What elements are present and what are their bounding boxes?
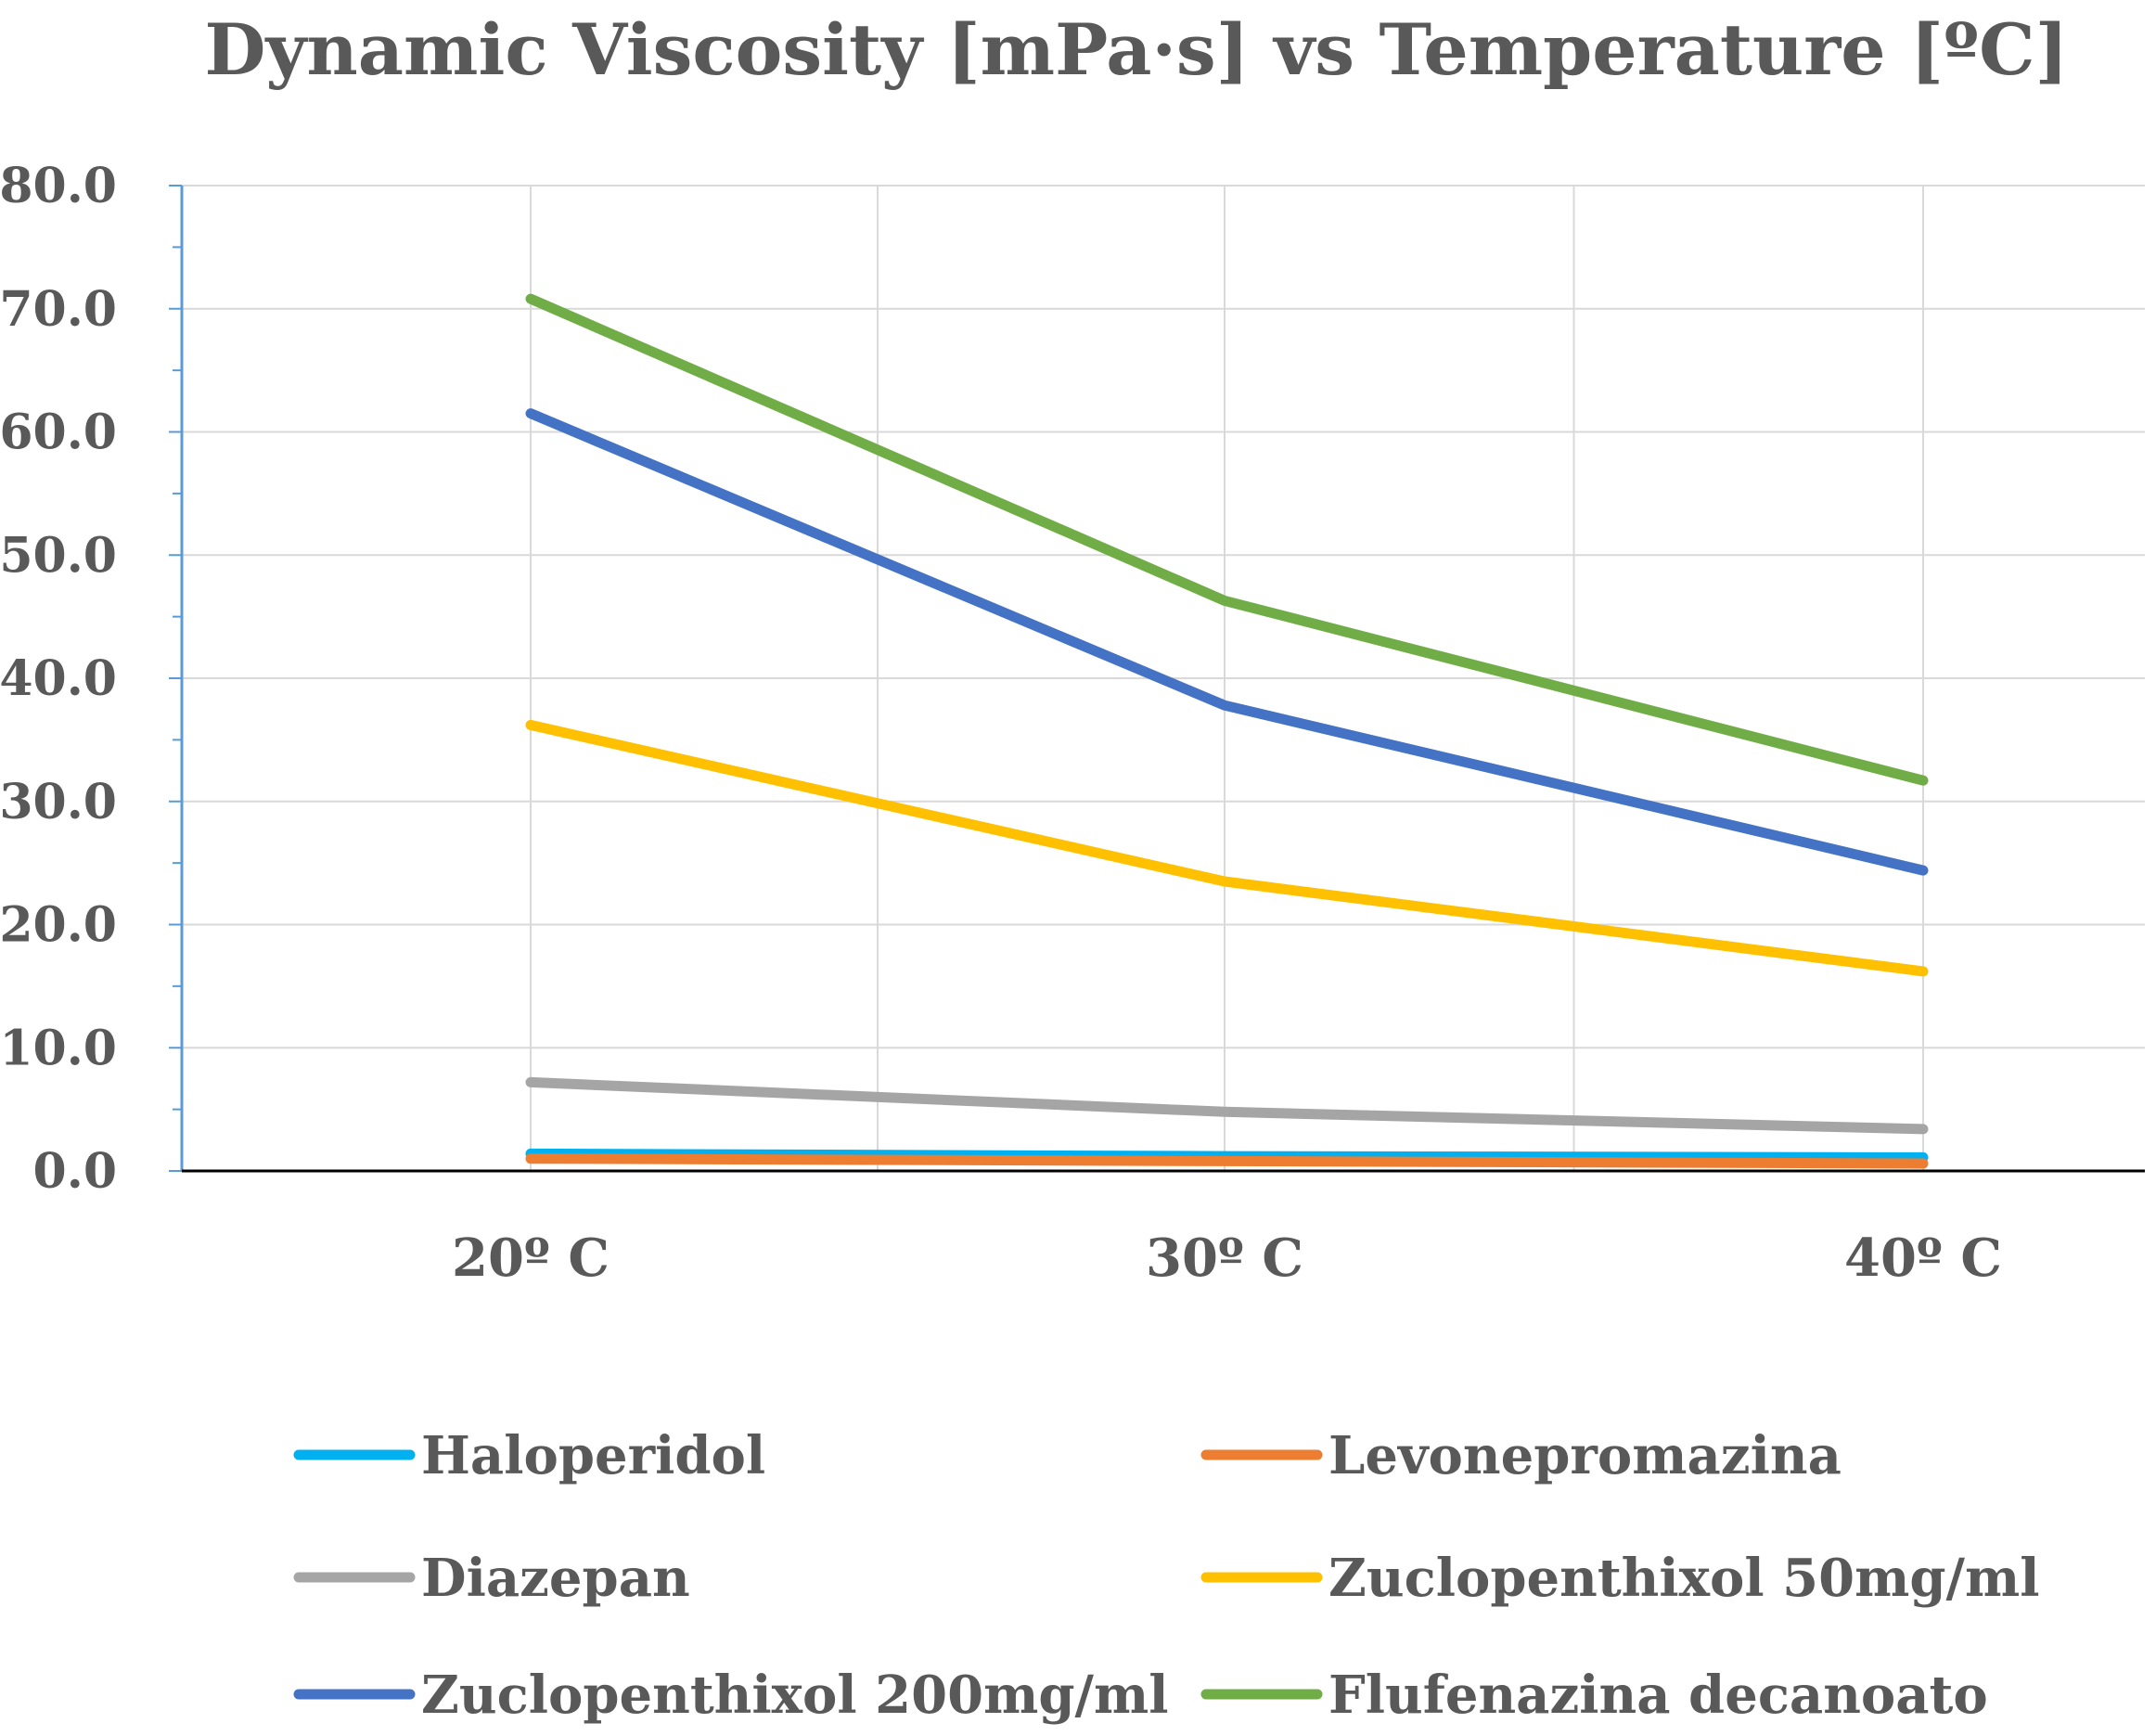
y-tick-label: 10.0 [0, 1020, 117, 1076]
y-tick-label: 30.0 [0, 774, 117, 830]
legend-label: Flufenazina decanoato [1328, 1665, 1988, 1726]
data-point [1224, 599, 1226, 601]
y-tick-label: 60.0 [0, 405, 117, 461]
chart-title: Dynamic Viscosity [mPa·s] vs Temperature… [204, 8, 2068, 91]
legend-label: Zuclopenthixol 50mg/ml [1328, 1548, 2040, 1609]
data-point [530, 1158, 532, 1160]
legend-label: Levonepromazina [1328, 1425, 1842, 1486]
data-point [1224, 1160, 1226, 1162]
y-axis-ticks: 0.0 10.0 20.0 30.0 40.0 50.0 60.0 70.0 80.0 [0, 158, 117, 1200]
legend-item: Zuclopenthixol 200mg/ml [293, 1665, 1168, 1726]
legend-label: Haloperidol [421, 1425, 765, 1486]
legend-item: Levonepromazina [1200, 1425, 1842, 1486]
data-point [530, 724, 532, 726]
x-tick-label: 40º C [1844, 1228, 2002, 1289]
axes [169, 185, 2145, 1173]
y-tick-label: 20.0 [0, 897, 117, 954]
legend-item: Haloperidol [293, 1425, 765, 1486]
series-lines [525, 293, 1929, 1169]
series-line-3 [525, 719, 1929, 977]
data-point [530, 298, 532, 300]
data-point [1224, 881, 1226, 882]
legend-label: Zuclopenthixol 200mg/ml [421, 1665, 1168, 1726]
legend: Haloperidol Levonepromazina Diazepan Zuclop… [293, 1425, 2040, 1726]
x-tick-label: 30º C [1146, 1228, 1303, 1289]
y-tick-label: 0.0 [33, 1143, 117, 1200]
gridlines [182, 185, 2145, 1171]
series-line-2 [525, 1076, 1929, 1135]
data-point [1922, 1128, 1924, 1130]
legend-item: Zuclopenthixol 50mg/ml [1200, 1548, 2040, 1609]
legend-label: Diazepan [421, 1548, 690, 1609]
y-tick-label: 40.0 [0, 650, 117, 707]
data-point [1922, 779, 1924, 781]
x-axis-ticks: 20º C 30º C 40º C [452, 1228, 2002, 1289]
data-point [530, 413, 532, 415]
data-point [530, 1081, 532, 1083]
y-tick-label: 50.0 [0, 527, 117, 584]
legend-item: Flufenazina decanoato [1200, 1665, 1988, 1726]
data-point [1922, 869, 1924, 871]
series-line-1 [525, 1153, 1929, 1169]
data-point [1224, 704, 1226, 706]
y-tick-label: 80.0 [0, 158, 117, 214]
y-tick-label: 70.0 [0, 281, 117, 338]
legend-item: Diazepan [293, 1548, 690, 1609]
data-point [1922, 1156, 1924, 1158]
x-tick-label: 20º C [452, 1228, 610, 1289]
